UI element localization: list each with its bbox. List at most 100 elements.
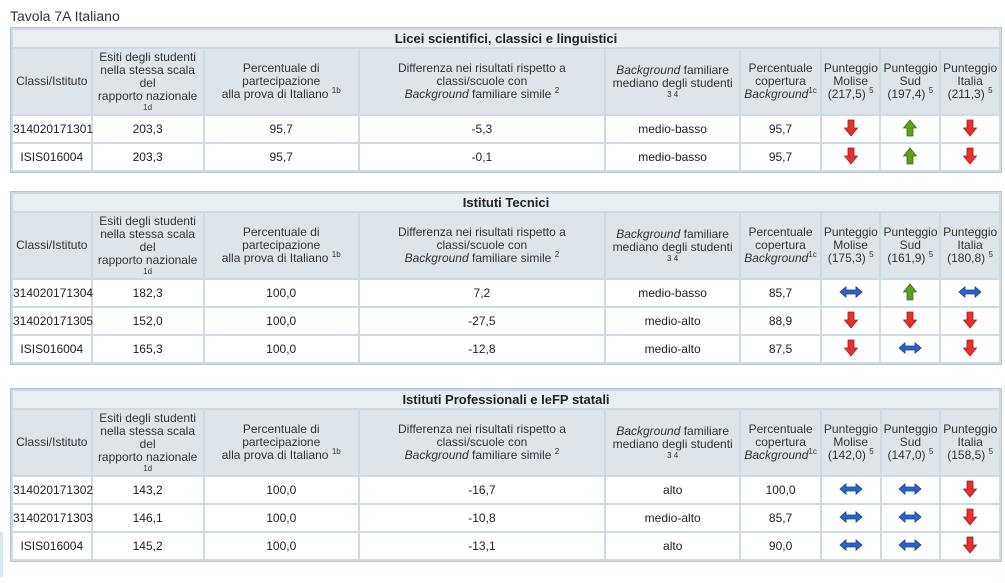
header-text: Background [744, 448, 809, 462]
header-text: partecipazione [242, 74, 321, 88]
cell-copertura: 85,7 [741, 280, 820, 306]
cell-punteggio-molise [821, 533, 880, 559]
table-row: 314020171304 182,3 100,0 7,2 medio-basso 85,7 [13, 280, 999, 306]
header-text: Classi/Istituto [16, 238, 88, 252]
reference-score: (211,3) [947, 87, 985, 101]
col-classi: Classi/Istituto [13, 213, 91, 278]
header-text: nella stessa scala [100, 424, 195, 438]
col-esiti: Esiti degli studenti nella stessa scala de… [92, 410, 203, 475]
header-text: Background [616, 63, 681, 77]
cell-punteggio-molise [821, 336, 880, 362]
header-text: Percentuale di [242, 422, 320, 436]
cell-punteggio-italia [941, 505, 999, 531]
header-text: familiare [680, 63, 729, 77]
cell-punteggio-sud [881, 144, 940, 170]
cell-copertura: 95,7 [741, 116, 820, 142]
header-text: familiare [680, 227, 729, 241]
footnote: 5 [988, 447, 994, 456]
col-classi: Classi/Istituto [13, 49, 91, 114]
footnote: 2 [554, 86, 560, 95]
header-text: rapporto nazionale [97, 89, 198, 103]
header-text: mediano degli studenti [612, 437, 733, 451]
cell-differenza: -5,3 [359, 116, 605, 142]
col-partecipazione: Percentuale di partecipazione alla prova d… [204, 213, 358, 278]
header-text: Background [404, 448, 469, 462]
cell-punteggio-sud [881, 116, 940, 142]
col-differenza: Differenza nei risultati rispetto a class… [359, 213, 605, 278]
col-partecipazione: Percentuale di partecipazione alla prova d… [204, 49, 358, 114]
header-text: familiare simile [468, 87, 552, 101]
footnote: 5 [928, 250, 934, 259]
cell-background: alto [606, 533, 740, 559]
cell-copertura: 100,0 [741, 477, 820, 503]
table-row: 314020171305 152,0 100,0 -27,5 medio-alto 88,… [13, 308, 999, 334]
header-text: Background [744, 251, 809, 265]
reference-score: (161,9) [887, 251, 926, 265]
double-arrow-icon [898, 538, 923, 554]
footnote: 1b [331, 447, 341, 456]
cell-punteggio-italia [941, 533, 999, 559]
cell-differenza: -10,8 [359, 505, 605, 531]
header-text: Punteggio [883, 422, 938, 436]
header-text: Punteggio [883, 225, 938, 239]
cell-punteggio-italia [941, 336, 999, 362]
cell-punteggio-molise [821, 116, 880, 142]
section-title: Istituti Professionali e IeFP statali [13, 391, 999, 408]
cell-background: medio-alto [606, 336, 740, 362]
header-text: Sud [899, 435, 922, 449]
header-text: familiare simile [468, 448, 552, 462]
reference-score: (197,4) [887, 87, 926, 101]
header-text: del [139, 437, 156, 451]
section-professionali: Istituti Professionali e IeFP statali Cla… [10, 388, 1002, 562]
footnote: 2 [554, 447, 560, 456]
header-text: copertura [755, 435, 806, 449]
table-row: 314020171301 203,3 95,7 -5,3 medio-basso 95,7 [13, 116, 999, 142]
cell-partecipazione: 100,0 [204, 505, 358, 531]
header-text: familiare simile [468, 251, 552, 265]
cell-background: medio-basso [606, 144, 740, 170]
cell-punteggio-sud [881, 280, 940, 306]
cell-background: medio-alto [606, 505, 740, 531]
cell-differenza: 7,2 [359, 280, 605, 306]
arrow-down-icon [962, 536, 978, 557]
header-text: Italia [957, 74, 983, 88]
cell-partecipazione: 100,0 [204, 477, 358, 503]
header-text: Italia [957, 238, 983, 252]
header-text: Percentuale [748, 225, 813, 239]
table-row: ISIS016004 165,3 100,0 -12,8 medio-alto 87,5 [13, 336, 999, 362]
footnote: 1d [143, 103, 153, 112]
reference-score: (175,3) [827, 251, 866, 265]
col-punteggio-italia: Punteggio Italia (211,3) 5 [941, 49, 999, 114]
cell-esiti: 182,3 [92, 280, 203, 306]
header-text: Differenza nei risultati rispetto a [398, 422, 566, 436]
header-text: Molise [833, 435, 869, 449]
arrow-down-icon [843, 311, 858, 332]
col-copertura: Percentuale copertura Background1c [741, 213, 820, 278]
header-text: Background [616, 227, 681, 241]
header-text: Sud [899, 74, 921, 88]
header-text: Differenza nei risultati rispetto a [397, 225, 566, 239]
arrow-down-icon [962, 119, 978, 140]
section-title: Licei scientifici, classici e linguistic… [13, 30, 999, 47]
cell-esiti: 203,3 [92, 116, 203, 142]
cell-esiti: 165,3 [92, 336, 203, 362]
cell-punteggio-sud [881, 477, 940, 503]
header-text: Punteggio [943, 225, 998, 239]
cell-partecipazione: 95,7 [204, 144, 358, 170]
header-text: rapporto nazionale [97, 253, 198, 267]
arrow-up-icon [902, 118, 918, 140]
header-text: copertura [755, 74, 806, 88]
cell-background: medio-alto [606, 308, 740, 334]
cell-copertura: 90,0 [741, 533, 820, 559]
cell-classe: ISIS016004 [13, 533, 91, 559]
double-arrow-icon [839, 482, 863, 498]
cell-punteggio-molise [821, 505, 880, 531]
cell-punteggio-sud [881, 505, 940, 531]
header-text: del [139, 76, 156, 90]
cell-background: alto [606, 477, 740, 503]
footnote: 5 [869, 447, 874, 456]
header-text: alla prova di Italiano [221, 87, 329, 101]
header-text: Punteggio [823, 61, 878, 75]
header-text: Differenza nei risultati rispetto a [397, 61, 566, 75]
cell-punteggio-sud [881, 336, 940, 362]
